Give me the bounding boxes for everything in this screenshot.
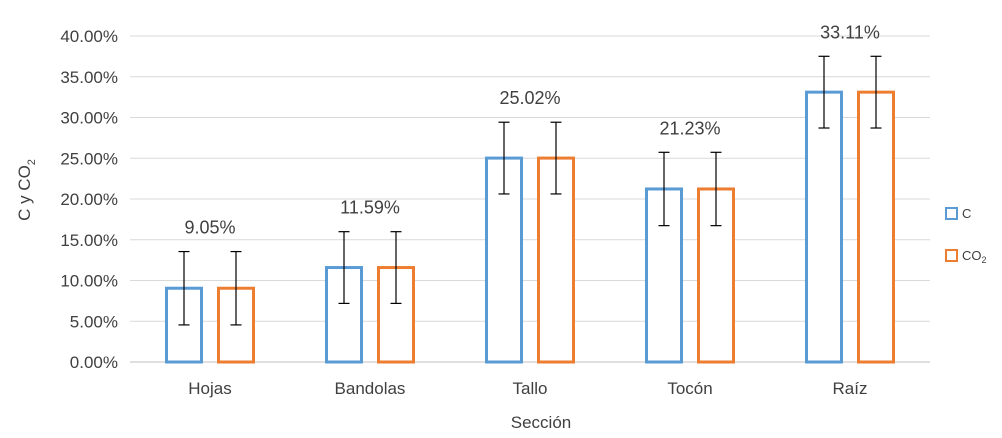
error-bars bbox=[178, 55, 882, 326]
x-tick-label: Hojas bbox=[188, 379, 231, 398]
data-label: 9.05% bbox=[184, 218, 235, 238]
x-tick-label: Tallo bbox=[513, 379, 548, 398]
bar-co2 bbox=[537, 156, 575, 364]
y-tick-label: 35.00% bbox=[60, 68, 118, 87]
y-tick-label: 10.00% bbox=[60, 272, 118, 291]
y-axis-title-main: C y CO bbox=[15, 165, 34, 221]
legend: C CO2 bbox=[945, 206, 987, 265]
y-tick-label: 15.00% bbox=[60, 231, 118, 250]
y-tick-label: 25.00% bbox=[60, 149, 118, 168]
y-tick-label: 40.00% bbox=[60, 27, 118, 46]
gridlines bbox=[130, 35, 930, 363]
data-label: 33.11% bbox=[820, 22, 880, 42]
x-tick-label: Bandolas bbox=[335, 379, 406, 398]
data-label: 25.02% bbox=[499, 88, 560, 108]
y-tick-label: 5.00% bbox=[70, 312, 118, 331]
y-axis-title: C y CO2 bbox=[15, 159, 38, 221]
x-tick-label: Raíz bbox=[833, 379, 868, 398]
y-tick-label: 30.00% bbox=[60, 109, 118, 128]
x-tick-label: Tocón bbox=[667, 379, 712, 398]
data-label: 21.23% bbox=[659, 118, 720, 138]
y-tick-label: 0.00% bbox=[70, 353, 118, 372]
legend-swatch-co2 bbox=[945, 249, 958, 262]
legend-swatch-c bbox=[945, 207, 958, 220]
axes: C y CO2 Sección 0.00% 5.00% 10.00% 15.00% 20… bbox=[15, 27, 867, 432]
bar-c bbox=[805, 90, 843, 364]
data-label: 11.59% bbox=[340, 198, 400, 218]
legend-label-c: C bbox=[962, 206, 971, 221]
legend-label-co2: CO2 bbox=[962, 248, 987, 265]
bar-co2 bbox=[857, 90, 895, 364]
data-labels: 9.05% 11.59% 25.02% 21.23% 33.11% bbox=[184, 22, 879, 237]
y-axis-title-subscript: 2 bbox=[26, 159, 38, 165]
y-tick-label: 20.00% bbox=[60, 190, 118, 209]
x-axis-title: Sección bbox=[511, 413, 571, 432]
